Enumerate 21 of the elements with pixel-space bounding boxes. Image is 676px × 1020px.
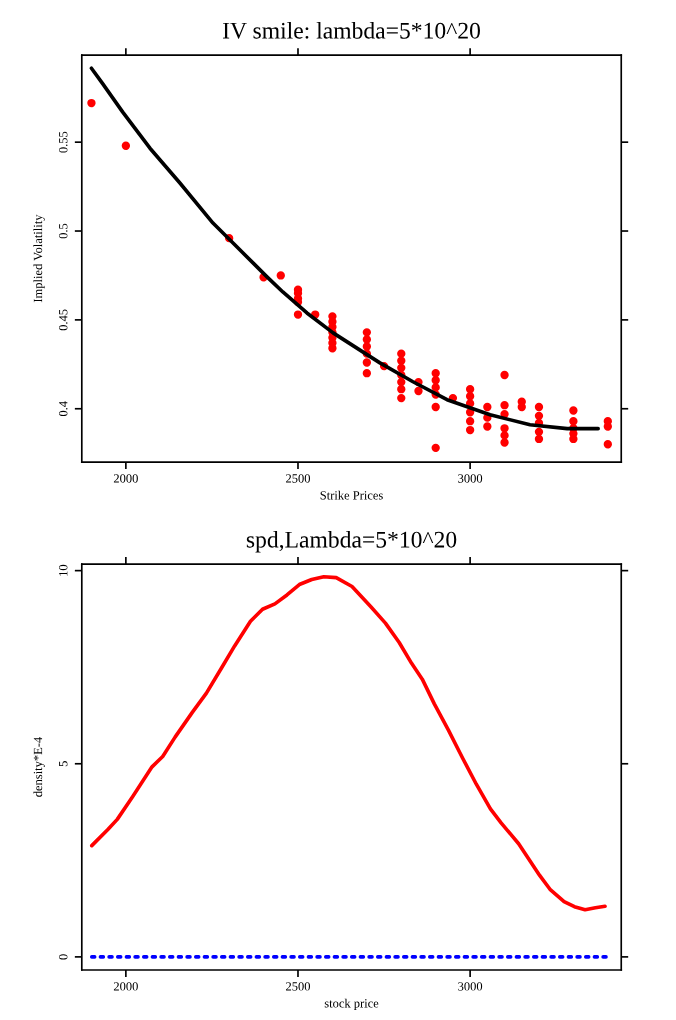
y-axis-title: density*E-4 — [33, 737, 45, 797]
y-tick-label: 0 — [59, 954, 68, 960]
x-axis-title: Strike Prices — [320, 490, 383, 500]
y-tick-label: 0.55 — [59, 131, 68, 153]
line-series — [89, 575, 607, 912]
x-tick-label: 3000 — [458, 982, 483, 991]
x-tick-label: 2000 — [113, 474, 138, 483]
y-tick-label: 5 — [59, 761, 68, 767]
y-tick-label: 0.45 — [59, 309, 68, 331]
chart-title: spd,Lambda=5*10^20 — [246, 531, 457, 553]
x-tick-label: 2500 — [286, 474, 311, 483]
y-axis-title: Implied Volatility — [33, 214, 45, 303]
x-tick-label: 2500 — [286, 982, 311, 991]
line-series — [89, 66, 600, 431]
x-tick-label: 2000 — [113, 982, 138, 991]
y-tick-label: 0.4 — [59, 401, 68, 417]
y-tick-label: 10 — [59, 564, 68, 576]
chart-title: IV smile: lambda=5*10^20 — [223, 22, 480, 39]
x-tick-label: 3000 — [458, 474, 483, 483]
y-tick-label: 0.5 — [59, 223, 68, 239]
x-axis-title: stock price — [324, 998, 379, 1011]
